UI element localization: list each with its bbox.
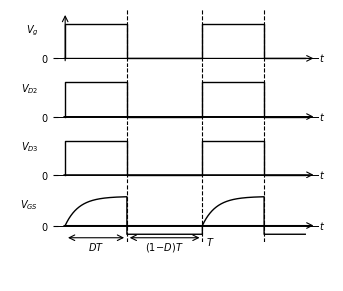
Y-axis label: $V_{g}$: $V_{g}$ [26, 24, 38, 38]
Text: $T$: $T$ [206, 236, 215, 248]
Text: $(1\!-\!D)T$: $(1\!-\!D)T$ [145, 241, 184, 254]
Y-axis label: $V_{D3}$: $V_{D3}$ [21, 141, 38, 154]
Text: $t$: $t$ [319, 111, 325, 123]
Y-axis label: $V_{D2}$: $V_{D2}$ [21, 82, 38, 96]
Text: $t$: $t$ [319, 52, 325, 64]
Text: $DT$: $DT$ [88, 241, 104, 253]
Text: $t$: $t$ [319, 169, 325, 181]
Text: $t$: $t$ [319, 219, 325, 232]
Y-axis label: $V_{GS}$: $V_{GS}$ [20, 199, 38, 212]
